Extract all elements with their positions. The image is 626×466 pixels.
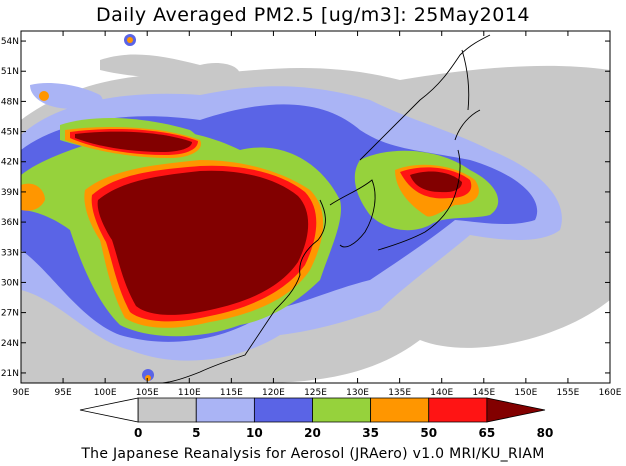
lon-tick-label: 115E (220, 388, 243, 398)
colorbar-label: 10 (246, 426, 263, 440)
colorbar-label: 35 (362, 426, 379, 440)
lon-tick-label: 110E (178, 388, 201, 398)
lat-tick-label: 24N (1, 339, 19, 349)
lat-tick-label: 27N (1, 309, 19, 319)
contour-50-65-west (21, 183, 45, 211)
colorbar-label: 20 (304, 426, 321, 440)
colorbar-segment (312, 397, 372, 423)
colorbar-label: 65 (479, 426, 496, 440)
colorbar-segment (253, 397, 313, 423)
hotspot-mongolia-core (127, 37, 133, 43)
lon-tick-label: 130E (346, 388, 369, 398)
lat-tick-label: 39N (1, 188, 19, 198)
contour-10-20-nw (30, 83, 103, 110)
lat-ticks: 54N 51N 48N 45N 42N 39N 36N 33N 30N 27N 24N 21N (1, 37, 610, 379)
contour-over-80-east (410, 171, 462, 193)
contour-over-80 (97, 170, 309, 315)
lat-tick-label: 51N (1, 67, 19, 77)
colorbar-segment (486, 397, 546, 423)
hotspot-south-core (145, 375, 151, 381)
lon-tick-label: 105E (136, 388, 159, 398)
map-footer: The Japanese Reanalysis for Aerosol (JRA… (81, 446, 545, 462)
colorbar-segment (195, 397, 255, 423)
lon-tick-label: 155E (556, 388, 579, 398)
lat-tick-label: 33N (1, 248, 19, 258)
lat-tick-label: 42N (1, 158, 19, 168)
colorbar-label: 0 (134, 426, 142, 440)
colorbar-segment (79, 397, 139, 423)
lon-tick-label: 150E (514, 388, 537, 398)
colorbar-label: 5 (192, 426, 200, 440)
contour-5-10-north (100, 54, 240, 79)
colorbar-segment (137, 397, 197, 423)
coastline-korea (329, 179, 376, 248)
lon-tick-label: 120E (262, 388, 285, 398)
coastline-china (159, 199, 326, 383)
lat-tick-label: 36N (1, 218, 19, 228)
hotspot-nw (39, 91, 49, 101)
lon-tick-label: 160E (599, 388, 622, 398)
coastline-japan (377, 109, 481, 251)
colorbar-label: 50 (420, 426, 437, 440)
contour-over-80-north (75, 131, 192, 152)
lat-tick-label: 21N (1, 369, 19, 379)
lon-tick-label: 90E (12, 388, 29, 398)
concentration-field (21, 34, 610, 383)
lon-tick-label: 125E (304, 388, 327, 398)
lon-tick-label: 100E (94, 388, 117, 398)
colorbar: 0 5 10 20 35 50 65 80 (79, 397, 554, 440)
lat-tick-label: 45N (1, 128, 19, 138)
lon-tick-label: 145E (472, 388, 495, 398)
lon-ticks: 90E 95E 100E 105E 110E 115E 120E 125E 130E 135E 14… (12, 31, 622, 398)
coastline-sakhalin (461, 49, 470, 111)
colorbar-label: 80 (537, 426, 554, 440)
lat-tick-label: 54N (1, 37, 19, 47)
map-title: Daily Averaged PM2.5 [ug/m3]: 25May2014 (95, 4, 531, 26)
contour-5-10-ne (590, 87, 610, 110)
lon-tick-label: 135E (388, 388, 411, 398)
lat-tick-label: 48N (1, 97, 19, 107)
lon-tick-label: 140E (430, 388, 453, 398)
colorbar-segment (370, 397, 430, 423)
lat-tick-label: 30N (1, 278, 19, 288)
coastline-russia (359, 34, 491, 161)
lon-tick-label: 95E (55, 388, 72, 398)
colorbar-segment (428, 397, 488, 423)
